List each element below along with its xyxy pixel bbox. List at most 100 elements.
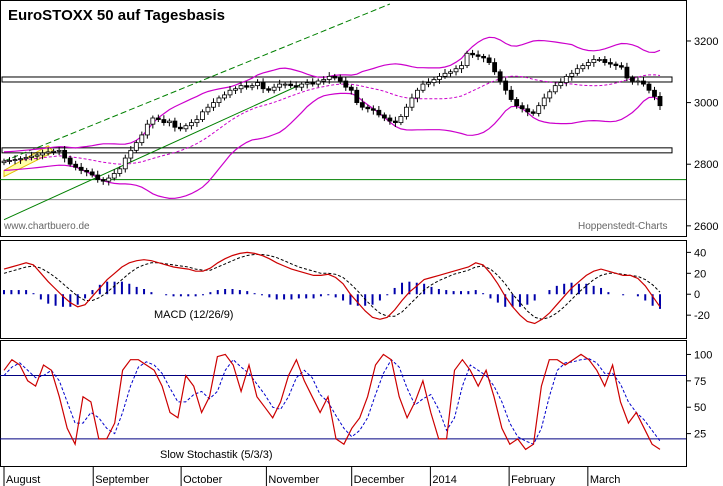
candle-body bbox=[459, 65, 464, 70]
candle-body bbox=[563, 76, 569, 83]
candle-body bbox=[657, 96, 663, 107]
candle-body bbox=[315, 80, 321, 85]
stoch-y-tick-label: 75 bbox=[694, 376, 706, 388]
candle-body bbox=[415, 89, 420, 99]
candle-body bbox=[255, 82, 260, 87]
candle-body bbox=[624, 66, 630, 79]
candle-body bbox=[326, 76, 332, 80]
stoch-y-tick-label: 100 bbox=[694, 349, 712, 361]
month-label: 2014 bbox=[432, 474, 456, 486]
candle-body bbox=[536, 105, 542, 114]
candle-body bbox=[155, 117, 161, 120]
candle-body bbox=[652, 89, 657, 97]
candle-body bbox=[12, 159, 18, 161]
watermark-right: Hoppenstedt-Charts bbox=[578, 221, 668, 232]
candle-body bbox=[404, 106, 409, 117]
candle-body bbox=[166, 120, 172, 124]
candle-body bbox=[133, 142, 139, 151]
candle-body bbox=[530, 111, 536, 114]
macd-label: MACD (12/26/9) bbox=[154, 309, 233, 321]
candle-body bbox=[348, 86, 354, 91]
candle-body bbox=[343, 80, 349, 88]
candle-body bbox=[310, 82, 316, 85]
candle-body bbox=[332, 76, 338, 79]
candle-body bbox=[45, 151, 51, 154]
month-label: March bbox=[590, 474, 621, 486]
candle-body bbox=[514, 99, 520, 107]
candle-body bbox=[387, 117, 393, 122]
candle-body bbox=[67, 157, 73, 165]
candle-body bbox=[607, 62, 613, 65]
candle-body bbox=[337, 77, 343, 82]
candle-body bbox=[541, 97, 547, 107]
candle-body bbox=[420, 83, 426, 91]
chart-title: EuroSTOXX 50 auf Tagesbasis bbox=[8, 7, 225, 24]
candle-body bbox=[613, 63, 619, 67]
candle-body bbox=[100, 179, 106, 182]
candle-body bbox=[359, 102, 365, 108]
candle-body bbox=[1, 160, 7, 164]
macd-panel-frame bbox=[0, 240, 687, 339]
candle-body bbox=[596, 59, 602, 61]
candle-body bbox=[189, 122, 194, 127]
bollinger-upper bbox=[3, 36, 661, 153]
candle-body bbox=[34, 154, 40, 157]
stoch-y-tick-label: 50 bbox=[694, 402, 706, 414]
macd-y-tick-label: 20 bbox=[694, 268, 706, 280]
candle-body bbox=[376, 109, 382, 116]
candle-body bbox=[161, 119, 167, 124]
candle-body bbox=[381, 114, 387, 119]
price-y-tick-label: 2600 bbox=[694, 221, 718, 233]
candle-body bbox=[585, 62, 591, 67]
candle-body bbox=[470, 52, 475, 56]
candle-body bbox=[62, 149, 68, 159]
candle-body bbox=[497, 71, 503, 82]
candle-body bbox=[227, 89, 233, 96]
candle-body bbox=[475, 54, 481, 57]
candle-body bbox=[630, 77, 635, 82]
price-y-tick-label: 3200 bbox=[694, 36, 718, 48]
candle-body bbox=[365, 106, 371, 110]
candle-body bbox=[602, 59, 608, 63]
candle-body bbox=[288, 83, 294, 87]
candle-body bbox=[139, 134, 145, 144]
candle-body bbox=[244, 85, 249, 88]
candle-body bbox=[150, 117, 156, 125]
candle-body bbox=[271, 86, 277, 91]
candle-body bbox=[304, 82, 310, 85]
candle-body bbox=[117, 168, 123, 174]
candle-body bbox=[266, 88, 272, 91]
candle-body bbox=[547, 91, 553, 99]
candle-body bbox=[282, 83, 288, 86]
macd-y-tick-label: 0 bbox=[694, 289, 700, 301]
candle-body bbox=[503, 80, 509, 91]
candle-body bbox=[409, 97, 415, 108]
candle-body bbox=[200, 111, 205, 120]
stoch-k-line bbox=[3, 353, 661, 451]
watermark-left: www.chartbuero.de bbox=[3, 221, 90, 232]
stochastic-label: Slow Stochastik (5/3/3) bbox=[160, 449, 273, 461]
candle-body bbox=[178, 126, 183, 130]
month-label: February bbox=[511, 474, 556, 486]
candle-body bbox=[78, 166, 84, 171]
candle-body bbox=[40, 152, 45, 156]
candle-body bbox=[122, 157, 128, 170]
month-label: August bbox=[6, 474, 40, 486]
macd-panel bbox=[3, 251, 661, 325]
candle-body bbox=[211, 102, 216, 108]
candle-body bbox=[558, 82, 564, 87]
macd-y-tick-label: -20 bbox=[694, 310, 710, 322]
candle-body bbox=[426, 82, 431, 85]
candle-body bbox=[194, 119, 200, 124]
candle-body bbox=[299, 83, 305, 88]
price-panel bbox=[0, 3, 686, 221]
candle-body bbox=[111, 173, 117, 179]
candle-body bbox=[51, 150, 57, 153]
candle-body bbox=[260, 82, 266, 90]
candle-body bbox=[635, 80, 641, 83]
candle-body bbox=[453, 68, 459, 73]
candle-body bbox=[519, 105, 525, 110]
candle-body bbox=[437, 76, 442, 80]
candle-body bbox=[56, 149, 62, 152]
candle-body bbox=[448, 71, 453, 74]
